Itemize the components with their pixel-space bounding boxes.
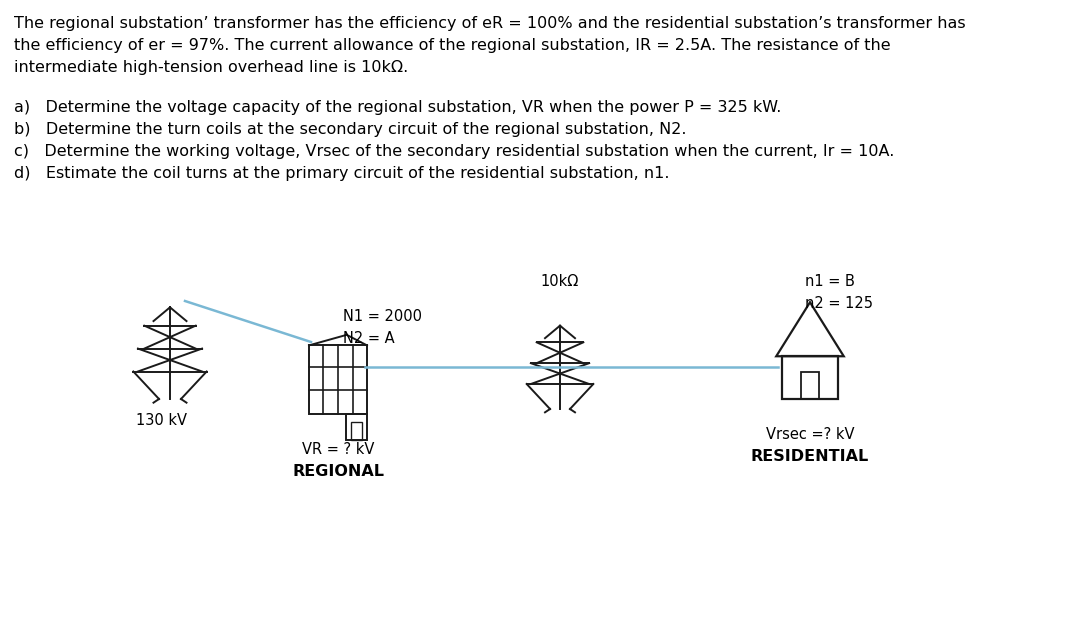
Text: N1 = 2000: N1 = 2000 [343, 309, 422, 324]
Text: N2 = A: N2 = A [343, 331, 394, 346]
Text: n1 = B: n1 = B [805, 274, 855, 289]
Text: VR = ? kV: VR = ? kV [301, 442, 374, 457]
Text: Vrsec =? kV: Vrsec =? kV [766, 427, 854, 442]
Text: 130 kV: 130 kV [136, 413, 188, 428]
Bar [351, 422, 362, 440]
Text: a)   Determine the voltage capacity of the regional substation, VR when the powe: a) Determine the voltage capacity of the… [14, 100, 781, 115]
Bar [309, 345, 367, 414]
Text: the efficiency of er = 97%. The current allowance of the regional substation, IR: the efficiency of er = 97%. The current … [14, 38, 891, 53]
Text: REGIONAL: REGIONAL [292, 464, 384, 479]
Text: d)   Estimate the coil turns at the primary circuit of the residential substatio: d) Estimate the coil turns at the primar… [14, 166, 670, 181]
Text: b)   Determine the turn coils at the secondary circuit of the regional substatio: b) Determine the turn coils at the secon… [14, 122, 687, 137]
Bar [801, 372, 819, 399]
Bar [782, 357, 838, 399]
Text: 10kΩ: 10kΩ [541, 274, 579, 289]
Text: The regional substation’ transformer has the efficiency of eR = 100% and the res: The regional substation’ transformer has… [14, 16, 966, 31]
Text: n2 = 125: n2 = 125 [805, 296, 873, 311]
Bar [346, 414, 367, 440]
Text: RESIDENTIAL: RESIDENTIAL [751, 449, 869, 464]
Text: c)   Determine the working voltage, Vrsec of the secondary residential substatio: c) Determine the working voltage, Vrsec … [14, 144, 894, 159]
Text: intermediate high-tension overhead line is 10kΩ.: intermediate high-tension overhead line … [14, 60, 408, 75]
